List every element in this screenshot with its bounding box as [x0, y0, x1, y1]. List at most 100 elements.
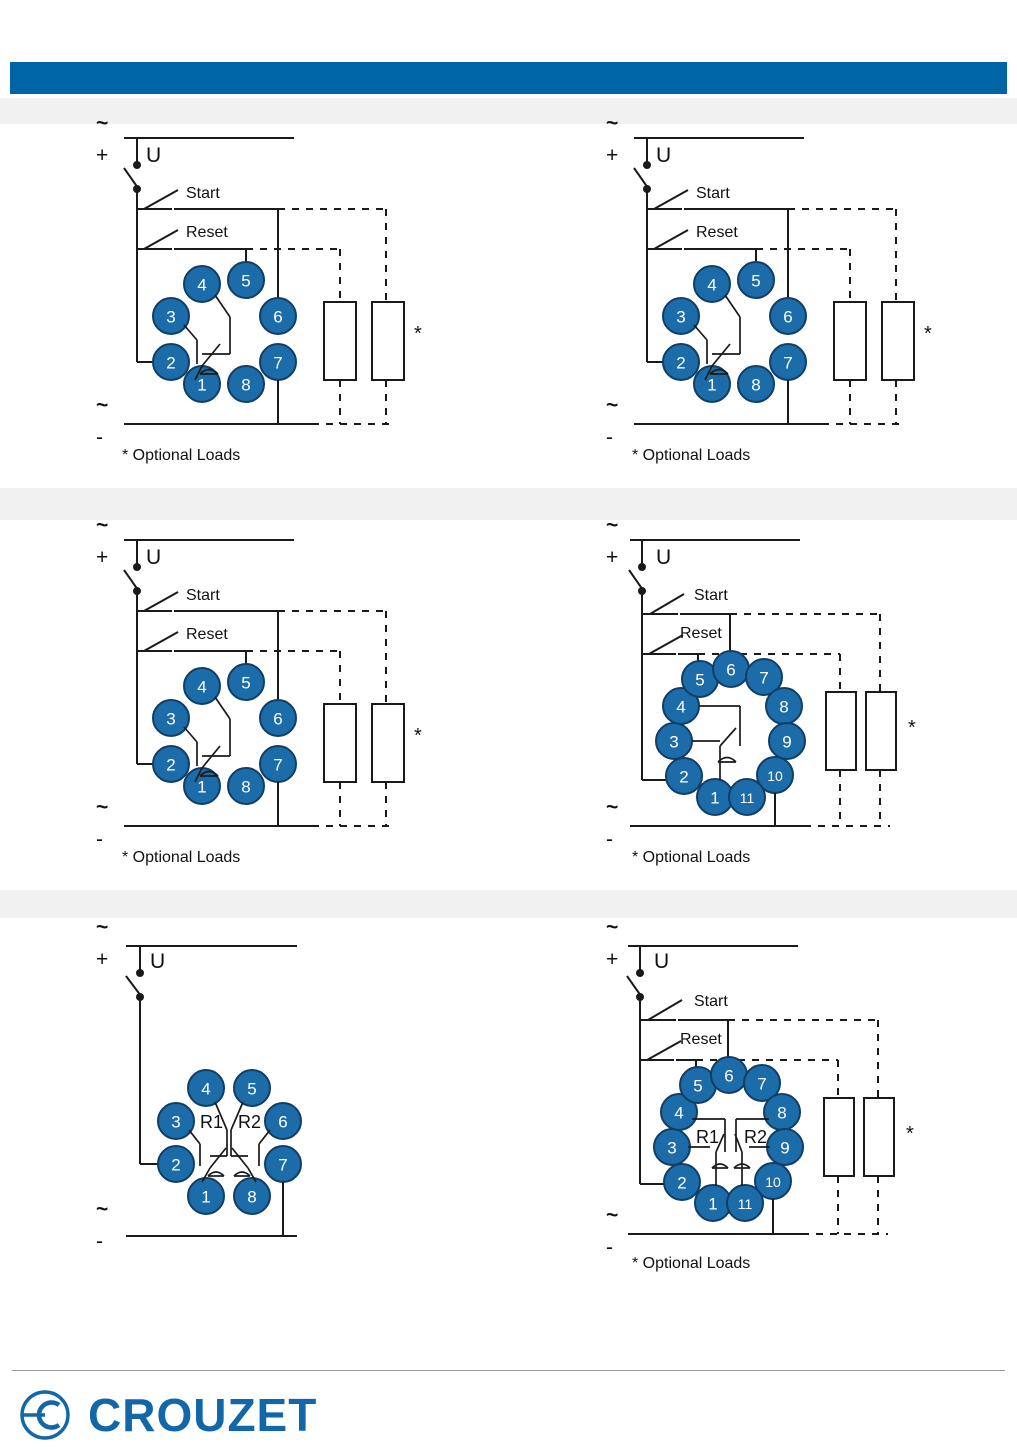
start-label: Start: [694, 587, 728, 604]
supply-label: U: [656, 546, 671, 569]
pin-3[interactable]: [157, 1102, 195, 1140]
socket-octal-8pin: 1 2 3 4 5 6 7 8: [157, 1069, 302, 1215]
socket-octal-8pin: 1 2 3 4 5 6 7 8: [152, 663, 297, 805]
section-band-top: [0, 98, 1017, 124]
pin-1-label: 1: [197, 778, 206, 797]
pin-3[interactable]: [662, 297, 700, 335]
pin-3-label: 3: [676, 308, 685, 327]
pin3-lead: [183, 726, 198, 743]
pin-7-label: 7: [273, 756, 282, 775]
pin4-lead: [214, 1101, 228, 1131]
pin-6[interactable]: [769, 297, 807, 335]
optional-loads-caption: * Optional Loads: [632, 849, 750, 866]
r2-delay-arc: [233, 1171, 251, 1177]
pin-9-label: 9: [782, 733, 791, 752]
logo-inner-c: [36, 1400, 61, 1430]
reset-label: Reset: [680, 1031, 722, 1048]
internal-contact-group: [183, 696, 231, 783]
pin-2[interactable]: [663, 1163, 701, 1201]
pin-11[interactable]: [728, 778, 766, 816]
pin-3[interactable]: [152, 297, 190, 335]
pin-4[interactable]: [183, 667, 221, 705]
pin-11[interactable]: [726, 1184, 764, 1222]
r1-delay-arc: [711, 1163, 729, 1169]
pin-5-label: 5: [693, 1077, 702, 1096]
optional-load-2: [865, 691, 897, 771]
relay1-contact-group: [188, 1101, 228, 1183]
pin-8[interactable]: [227, 365, 265, 403]
pin-6[interactable]: [264, 1102, 302, 1140]
pin-9[interactable]: [768, 722, 806, 760]
pin-11-label: 11: [740, 790, 755, 806]
pin-3[interactable]: [152, 699, 190, 737]
pin-5-label: 5: [751, 272, 760, 291]
pin-2[interactable]: [152, 745, 190, 783]
pin-2-label: 2: [676, 354, 685, 373]
pin-3-label: 3: [166, 710, 175, 729]
pin-1[interactable]: [187, 1177, 225, 1215]
pin-8-label: 8: [777, 1104, 786, 1123]
ac-symbol-bottom: ~: [606, 394, 618, 417]
load-asterisk: *: [414, 725, 422, 747]
pin-4-label: 4: [676, 698, 685, 717]
pin-2-label: 2: [166, 354, 175, 373]
pin-8[interactable]: [227, 767, 265, 805]
pin-5[interactable]: [227, 261, 265, 299]
pin-2[interactable]: [152, 343, 190, 381]
pin-7[interactable]: [745, 658, 783, 696]
contact-blade: [711, 343, 731, 367]
pin-7[interactable]: [743, 1064, 781, 1102]
ac-symbol-top: ~: [606, 112, 618, 135]
pin-2[interactable]: [157, 1145, 195, 1183]
optional-loads-caption: * Optional Loads: [632, 447, 750, 464]
load-asterisk: *: [906, 1123, 914, 1145]
pin-4[interactable]: [660, 1093, 698, 1131]
pin-2[interactable]: [662, 343, 700, 381]
optional-load-1: [323, 703, 357, 783]
pin3-lead: [188, 1129, 201, 1145]
pin-5[interactable]: [233, 1069, 271, 1107]
header-accent-bar: [10, 62, 1007, 94]
r1-delay-arc: [207, 1171, 225, 1177]
optional-load-2: [371, 301, 405, 381]
contact-blade: [719, 727, 737, 747]
polarity-minus: -: [96, 426, 103, 449]
pin-2-label: 2: [166, 756, 175, 775]
start-contact-blade: [143, 189, 179, 210]
pin-6[interactable]: [259, 297, 297, 335]
pin-5[interactable]: [227, 663, 265, 701]
pin-4-label: 4: [197, 678, 206, 697]
pin-4[interactable]: [693, 265, 731, 303]
ac-symbol-bottom: ~: [96, 796, 108, 819]
r2-blade: [734, 1133, 743, 1153]
start-contact-blade: [649, 593, 685, 615]
optional-loads-caption: * Optional Loads: [632, 1255, 750, 1272]
wiring-diagram-6: ~ + U ~ - Start Reset 1 2 3: [592, 916, 952, 1286]
pin-4[interactable]: [187, 1069, 225, 1107]
pin-4-label: 4: [707, 276, 716, 295]
socket-undecal-11pin: 1 2 3 4 5 6 7 8 9 10 11: [653, 1056, 804, 1222]
pin-6[interactable]: [259, 699, 297, 737]
pin-8[interactable]: [233, 1177, 271, 1215]
polarity-minus: -: [606, 426, 613, 449]
pin-8[interactable]: [737, 365, 775, 403]
pin-5-label: 5: [247, 1080, 256, 1099]
optional-load-1: [825, 691, 857, 771]
load-asterisk: *: [908, 717, 916, 739]
delay-arc: [717, 756, 737, 763]
pin6-lead: [258, 1129, 271, 1145]
wiring-diagram-3: ~ + U ~ - Start Reset 1 2 3: [82, 514, 442, 874]
polarity-minus: -: [606, 1236, 613, 1259]
pin1-lead: [194, 767, 203, 783]
pin-6-label: 6: [273, 710, 282, 729]
pin-5[interactable]: [737, 261, 775, 299]
junction-dot-top: [636, 969, 644, 977]
pin-2[interactable]: [665, 757, 703, 795]
junction-dot-top: [133, 161, 141, 169]
section-band-lower: [0, 890, 1017, 918]
pin-1-label: 1: [201, 1188, 210, 1207]
wiring-diagram-5: ~ + U ~ - 1 2 3 4 5 6 7 8 R1: [82, 916, 442, 1276]
pin-4[interactable]: [183, 265, 221, 303]
reset-label: Reset: [186, 626, 228, 643]
start-contact-blade: [653, 189, 689, 210]
